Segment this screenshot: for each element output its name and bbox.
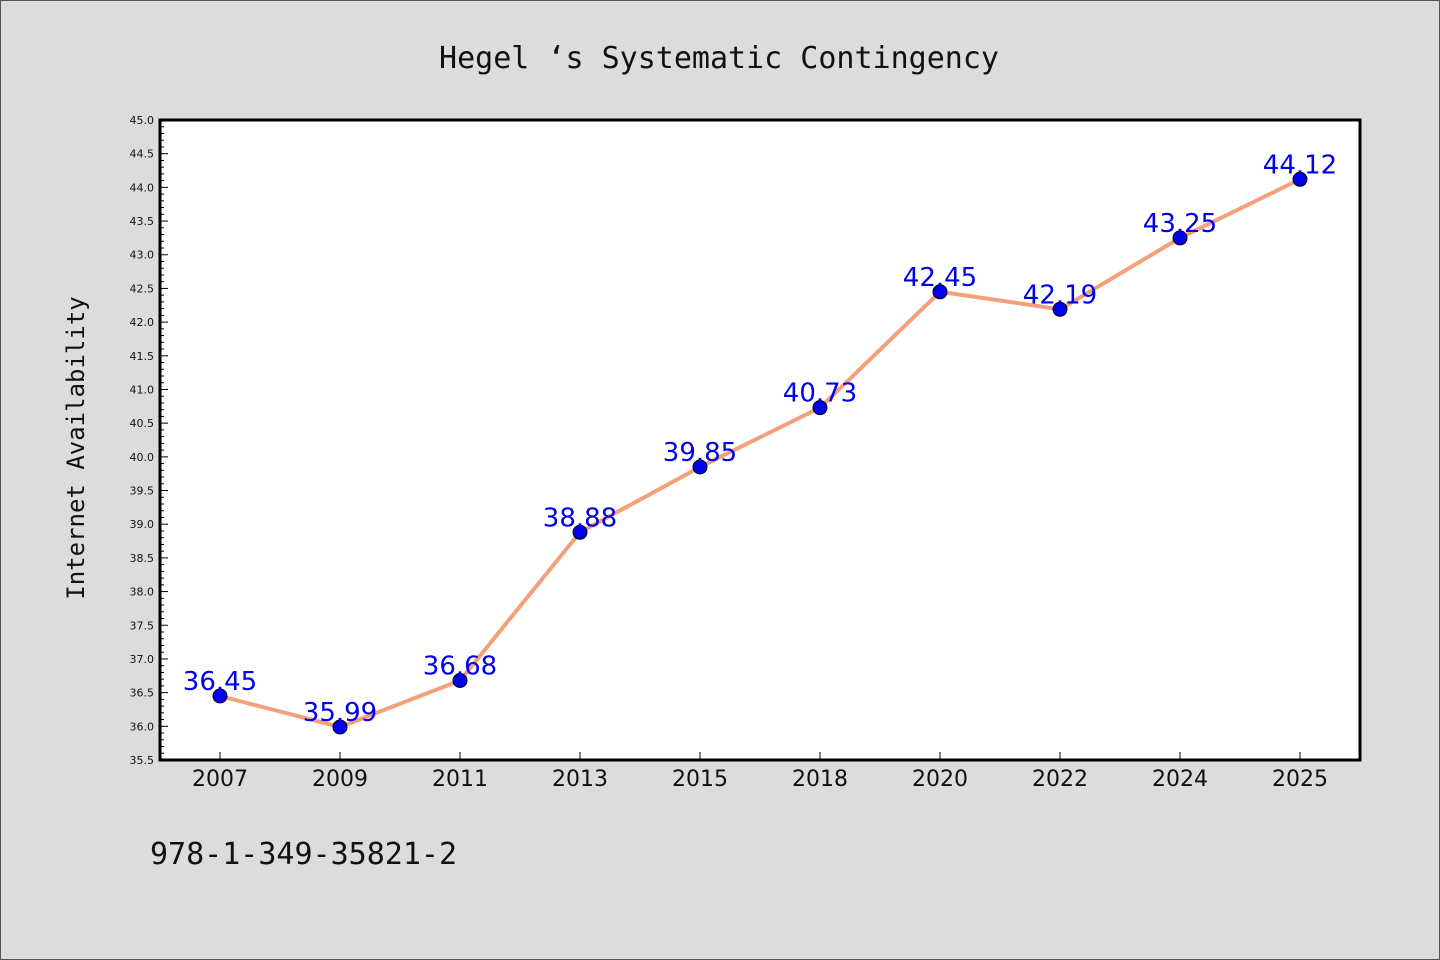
data-point	[692, 459, 708, 475]
y-axis-ticks: 35.5 36.0 36.5 37.0 37.5 38.0 38.5 39.0 39.5 40.0…	[130, 114, 168, 767]
y-tick-label: 41.5	[130, 350, 155, 363]
data-label: 42.45	[903, 263, 977, 293]
data-label: 36.45	[183, 667, 257, 697]
y-tick-label: 43.5	[130, 215, 155, 228]
isbn-footer-text: 978-1-349-35821-2	[150, 837, 457, 872]
y-tick-label: 36.0	[130, 720, 155, 733]
data-point	[1292, 171, 1308, 187]
x-tick-label: 2015	[672, 767, 728, 792]
data-point	[932, 284, 948, 300]
data-label: 38.88	[543, 503, 617, 533]
x-tick-label: 2025	[1272, 767, 1328, 792]
y-tick-label: 37.0	[130, 653, 155, 666]
data-label: 43.25	[1143, 209, 1217, 239]
plot-area	[158, 118, 1362, 762]
data-label: 39.85	[663, 438, 737, 468]
x-tick-label: 2020	[912, 767, 968, 792]
x-tick-label: 2007	[192, 767, 248, 792]
data-point	[452, 673, 468, 689]
data-point	[1172, 230, 1188, 246]
y-tick-label: 44.0	[130, 181, 155, 194]
y-tick-label: 38.5	[130, 552, 155, 565]
x-tick-label: 2013	[552, 767, 608, 792]
x-tick-label: 2009	[312, 767, 368, 792]
series-line	[219, 177, 1301, 729]
data-point	[572, 524, 588, 540]
y-tick-label: 37.5	[130, 619, 155, 632]
chart-title: Hegel ‘s Systematic Contingency	[439, 41, 999, 76]
series-layer: 36.45 35.99 36.68 38.88 39.85 40.73 42.45 42.19…	[183, 150, 1337, 735]
y-tick-label: 41.0	[130, 383, 155, 396]
y-tick-label: 38.0	[130, 586, 155, 599]
x-tick-label: 2018	[792, 767, 848, 792]
data-point	[332, 719, 348, 735]
x-tick-label: 2022	[1032, 767, 1088, 792]
x-tick-label: 2024	[1152, 767, 1208, 792]
y-tick-label: 42.5	[130, 282, 155, 295]
y-tick-label: 45.0	[130, 114, 155, 127]
y-tick-label: 44.5	[130, 148, 155, 161]
y-tick-label: 35.5	[130, 754, 155, 767]
data-point	[812, 400, 828, 416]
y-axis-label: Internet Availability	[62, 296, 90, 599]
y-tick-label: 39.0	[130, 518, 155, 531]
data-label: 35.99	[303, 698, 377, 728]
x-axis-ticks: 2007 2009 2011 2013 2015 2018 2020 2022 2024 2025	[192, 752, 1328, 792]
data-label: 42.19	[1023, 280, 1097, 310]
y-tick-label: 42.0	[130, 316, 155, 329]
y-tick-label: 40.0	[130, 451, 155, 464]
y-tick-label: 43.0	[130, 249, 155, 262]
y-tick-label: 39.5	[130, 485, 155, 498]
data-point	[1052, 301, 1068, 317]
y-tick-label: 36.5	[130, 687, 155, 700]
y-tick-label: 40.5	[130, 417, 155, 430]
data-label: 44.12	[1263, 150, 1337, 180]
data-label: 40.73	[783, 379, 857, 409]
x-tick-label: 2011	[432, 767, 488, 792]
data-point	[212, 688, 228, 704]
data-label: 36.68	[423, 652, 497, 682]
